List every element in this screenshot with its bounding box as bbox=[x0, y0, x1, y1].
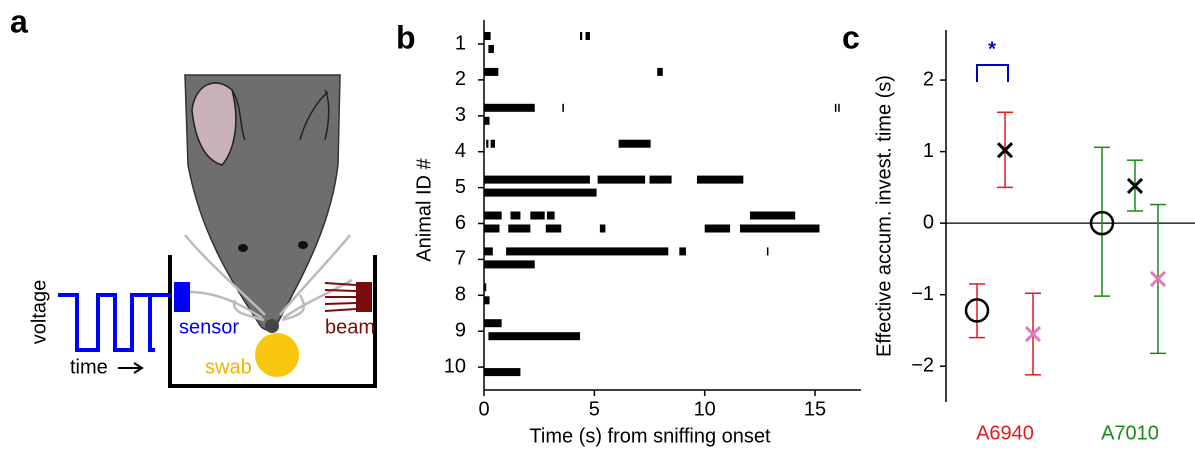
mouse bbox=[177, 74, 353, 333]
x-tick-label: A7010 bbox=[1101, 422, 1159, 444]
axis-label: Time (s) from sniffing onset bbox=[529, 425, 771, 447]
label: voltage bbox=[28, 280, 50, 345]
marker bbox=[1126, 177, 1144, 195]
sniff-bout bbox=[597, 175, 646, 184]
x-tick-label: 0 bbox=[478, 398, 489, 420]
y-tick-label: 4 bbox=[455, 140, 466, 162]
sniff-bout bbox=[484, 188, 597, 197]
panel-letter: a bbox=[10, 3, 28, 39]
sniff-bout bbox=[484, 283, 487, 292]
y-tick-label: 2 bbox=[923, 68, 934, 90]
y-tick-label: −1 bbox=[911, 283, 934, 305]
sniff-bout bbox=[834, 103, 837, 112]
significance-bracket bbox=[976, 64, 1009, 82]
sniff-bout bbox=[484, 116, 490, 125]
sniff-bout bbox=[545, 224, 562, 233]
sniff-bout bbox=[618, 139, 651, 148]
marker bbox=[964, 298, 990, 323]
arrow bbox=[118, 362, 144, 374]
panel-letter: b bbox=[396, 19, 416, 55]
y-tick-label: 6 bbox=[455, 212, 466, 234]
sniff-bout bbox=[484, 211, 502, 220]
y-tick-label: 0 bbox=[923, 211, 934, 233]
sniff-bout bbox=[484, 67, 499, 76]
y-tick-label: 9 bbox=[455, 319, 466, 341]
x-tick-label: A6940 bbox=[976, 422, 1034, 444]
sniff-bout bbox=[510, 211, 521, 220]
sniff-bout bbox=[766, 247, 769, 256]
sniff-bout bbox=[484, 175, 590, 184]
y-tick-label: −2 bbox=[911, 355, 934, 377]
label: time bbox=[70, 356, 108, 378]
sniff-bout bbox=[490, 139, 496, 148]
x-tick-label: 10 bbox=[694, 398, 716, 420]
sniff-bout bbox=[488, 45, 494, 53]
y-tick-label: 8 bbox=[455, 284, 466, 306]
label: beam bbox=[325, 316, 375, 338]
marker bbox=[1089, 210, 1115, 236]
y-tick-label: 1 bbox=[455, 32, 466, 54]
sniff-bout bbox=[484, 319, 502, 328]
sniff-bout bbox=[484, 368, 521, 377]
beam-rays bbox=[324, 282, 357, 312]
sniff-bout bbox=[696, 175, 744, 184]
sniff-bout bbox=[580, 32, 583, 40]
sniff-bout bbox=[585, 32, 590, 40]
sniff-bout bbox=[484, 260, 535, 269]
sniff-bout bbox=[484, 247, 493, 256]
voltage-trace bbox=[58, 293, 172, 352]
sniff-bout bbox=[530, 211, 545, 220]
swab-icon bbox=[255, 333, 299, 377]
sniff-bout bbox=[657, 67, 663, 76]
panel-letter: c bbox=[842, 19, 860, 55]
y-tick-label: 7 bbox=[455, 248, 466, 270]
sniff-bout bbox=[488, 332, 581, 341]
sniff-bout bbox=[484, 103, 535, 112]
sniff-bout bbox=[484, 296, 490, 305]
sniff-bout bbox=[562, 103, 564, 112]
x-tick-label: 5 bbox=[589, 398, 600, 420]
beam-icon bbox=[356, 282, 372, 312]
sniff-bout bbox=[506, 247, 669, 256]
y-tick-label: 10 bbox=[444, 355, 466, 377]
sniff-bout bbox=[704, 224, 731, 233]
y-tick-label: 3 bbox=[455, 104, 466, 126]
y-tick-label: 5 bbox=[455, 176, 466, 198]
axis-label: Effective accum. invest. time (s) bbox=[873, 75, 895, 357]
marker bbox=[996, 142, 1014, 159]
marker bbox=[1149, 270, 1167, 288]
sniff-bout bbox=[486, 139, 489, 148]
y-tick-label: 2 bbox=[455, 68, 466, 90]
sniff-bout bbox=[599, 224, 606, 233]
sniff-bout bbox=[484, 224, 500, 233]
sniff-bout bbox=[546, 211, 555, 220]
x-tick-label: 15 bbox=[804, 398, 826, 420]
sniff-bout bbox=[484, 32, 491, 40]
sniff-bout bbox=[649, 175, 672, 184]
sniff-bout bbox=[740, 224, 820, 233]
sniff-bout bbox=[679, 247, 686, 256]
box bbox=[168, 255, 377, 388]
marker bbox=[1024, 325, 1042, 343]
sniff-bout bbox=[508, 224, 531, 233]
label: swab bbox=[205, 356, 252, 378]
sensor-icon bbox=[174, 282, 190, 312]
sniff-bout bbox=[838, 103, 840, 112]
sniff-bout bbox=[749, 211, 796, 220]
axis-label: Animal ID # bbox=[413, 157, 435, 261]
annotation: * bbox=[988, 38, 996, 60]
label: sensor bbox=[179, 316, 239, 338]
y-tick-label: 1 bbox=[923, 140, 934, 162]
